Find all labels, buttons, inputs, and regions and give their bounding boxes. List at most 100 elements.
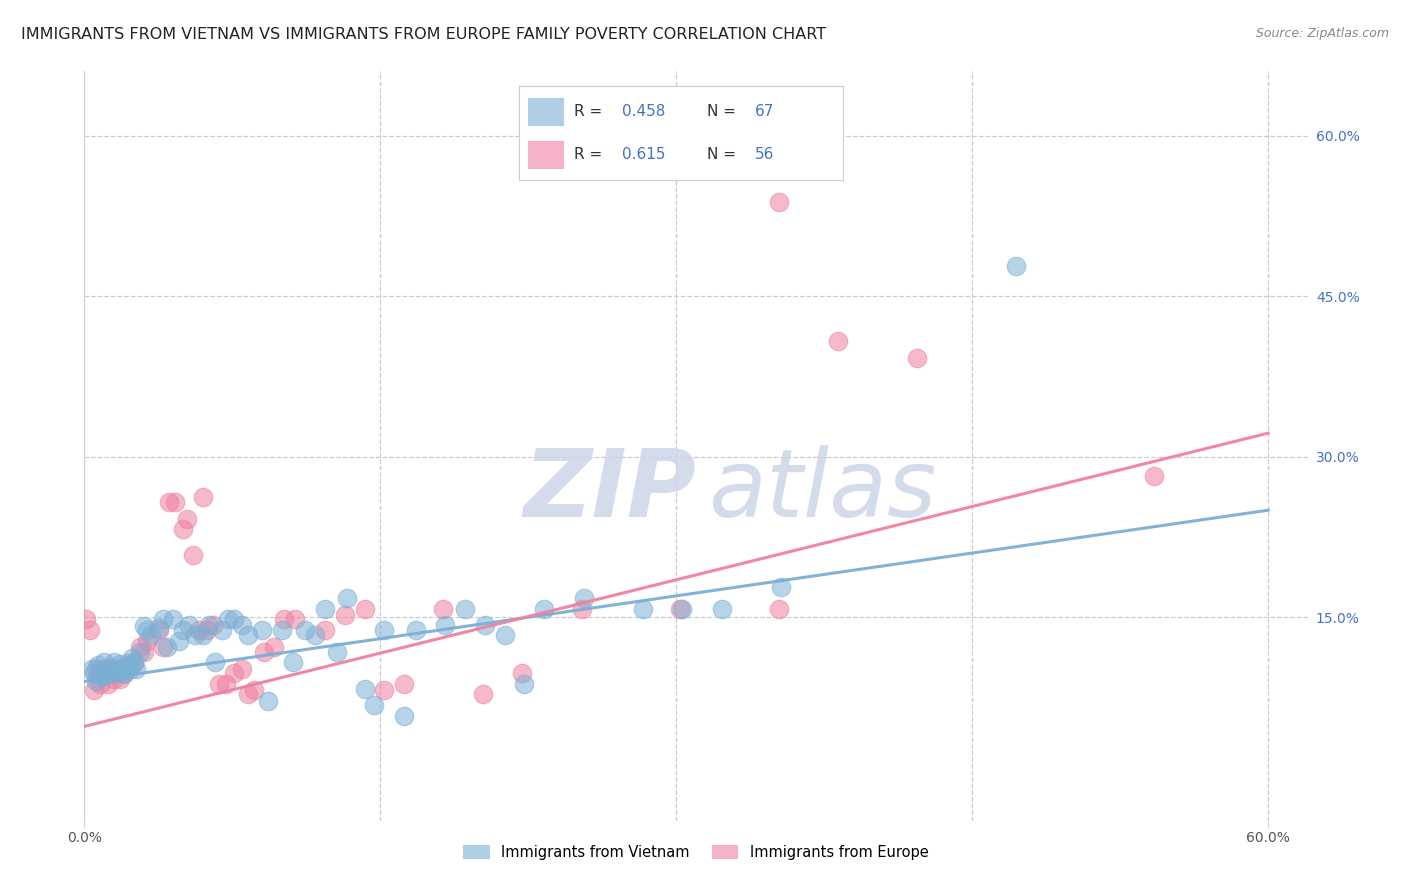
Point [392,708,415,723]
Point [165,494,187,508]
Point [108,657,131,672]
Point [114,659,136,673]
Point [122,657,145,671]
Point [191,628,214,642]
Point [187,623,209,637]
Point [91,665,114,680]
Point [353,681,375,696]
Point [571,601,593,615]
Point [217,612,239,626]
Point [257,694,280,708]
Point [512,665,534,680]
Point [263,640,285,655]
Point [148,623,170,637]
Point [284,612,307,626]
Point [111,663,134,677]
Point [122,655,145,669]
Point [104,665,127,680]
Point [83,665,105,680]
Point [162,612,184,626]
Point [167,633,190,648]
Point [89,676,111,690]
Text: ZIP: ZIP [523,445,696,537]
Point [273,612,295,626]
Point [132,619,155,633]
Point [103,655,125,669]
Point [434,617,457,632]
Point [373,683,395,698]
Point [231,617,253,632]
Point [326,644,349,658]
Point [94,669,117,683]
Point [253,644,276,658]
Point [333,608,356,623]
Point [94,665,117,680]
Point [572,591,595,605]
Point [93,662,115,676]
Point [118,662,141,676]
Point [128,644,150,658]
Point [231,662,253,676]
Point [392,676,415,690]
Point [236,628,259,642]
Point [84,674,107,689]
Point [181,548,204,562]
Point [101,665,124,680]
Point [314,601,336,615]
Point [768,601,790,615]
Point [177,617,200,632]
Point [191,491,214,505]
Text: IMMIGRANTS FROM VIETNAM VS IMMIGRANTS FROM EUROPE FAMILY POVERTY CORRELATION CHA: IMMIGRANTS FROM VIETNAM VS IMMIGRANTS FR… [21,27,827,42]
Point [631,601,654,615]
Point [353,601,375,615]
Point [905,351,928,366]
Point [236,687,259,701]
Point [156,640,179,655]
Point [294,623,316,637]
Point [101,665,124,680]
Point [533,601,555,615]
Point [107,665,129,680]
Point [83,683,105,698]
Point [152,612,174,626]
Point [336,591,359,605]
Point [97,664,120,678]
Point [513,676,536,690]
Point [117,657,139,671]
Point [98,662,121,676]
Point [204,655,226,669]
Point [84,662,107,676]
Point [176,512,198,526]
Point [215,676,238,690]
Point [454,601,477,615]
Point [136,633,159,648]
Point [405,623,427,637]
Point [184,628,207,642]
Point [211,623,233,637]
Point [112,667,135,681]
Point [827,334,849,348]
Text: Source: ZipAtlas.com: Source: ZipAtlas.com [1256,27,1389,40]
Point [207,676,229,690]
Point [710,601,733,615]
Point [108,673,131,687]
Point [107,662,129,676]
Point [141,628,163,642]
Point [1143,469,1166,483]
Point [283,655,305,669]
Point [474,617,496,632]
Point [224,665,246,680]
Point [87,658,110,673]
Point [494,628,516,642]
Point [104,662,127,676]
Point [769,580,792,594]
Point [671,601,693,615]
Point [201,617,224,632]
Point [172,623,194,637]
Point [304,628,326,642]
Point [250,623,273,637]
Point [103,673,125,687]
Point [128,640,150,655]
Point [91,664,114,678]
Point [121,651,143,665]
